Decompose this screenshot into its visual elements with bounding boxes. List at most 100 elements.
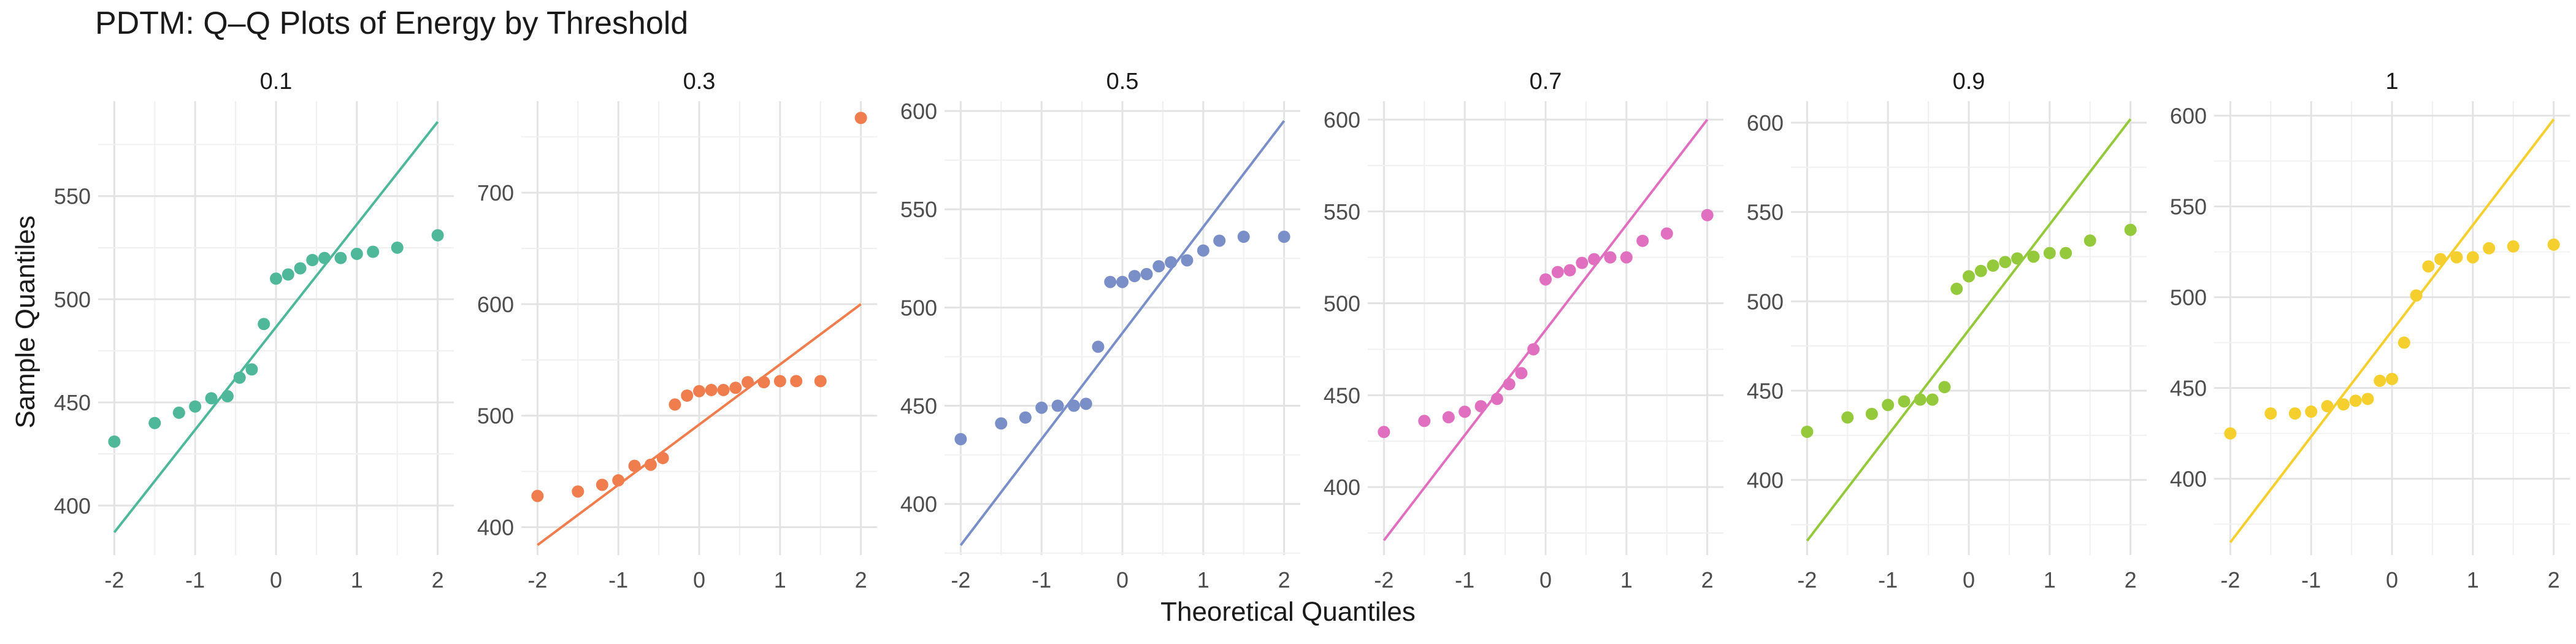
qq-point [729, 381, 742, 394]
x-tick-label: -2 [1374, 567, 1393, 592]
y-tick-label: 550 [900, 197, 937, 222]
qq-point [1378, 426, 1390, 439]
qq-point [189, 400, 202, 413]
y-tick-label: 600 [477, 292, 514, 317]
qq-point [2386, 372, 2398, 385]
qq-reference-line [537, 303, 862, 546]
qq-reference-line [1806, 118, 2132, 542]
qq-point [1882, 399, 1895, 412]
qq-point [1213, 234, 1226, 247]
qq-point [1503, 378, 1516, 391]
x-tick-label: 2 [1701, 567, 1714, 592]
qq-point [2011, 252, 2024, 265]
qq-point [531, 489, 544, 502]
x-tick-label: 1 [2467, 567, 2479, 592]
qq-point [245, 363, 258, 376]
x-tick-label: 1 [351, 567, 363, 592]
qq-point [2507, 240, 2520, 253]
qq-point [391, 241, 404, 254]
qq-point [1801, 425, 1814, 438]
qq-point [1841, 411, 1854, 424]
x-tick-label: -2 [2220, 567, 2240, 592]
panel-strip-label: 0.1 [260, 69, 293, 94]
panel-strip-label: 0.3 [683, 69, 716, 94]
qq-point [2288, 407, 2301, 420]
y-tick-label: 500 [900, 295, 937, 320]
qq-point [2361, 393, 2374, 405]
y-tick-label: 400 [900, 492, 937, 517]
qq-point [367, 245, 380, 258]
y-tick-label: 600 [1747, 110, 1784, 136]
panel-strip-label: 0.5 [1106, 69, 1139, 94]
qq-point [1938, 381, 1951, 394]
qq-point [1442, 411, 1455, 424]
y-tick-label: 450 [1747, 378, 1784, 404]
qq-point [306, 254, 319, 266]
qq-point [572, 485, 585, 498]
qq-point [148, 416, 161, 429]
qq-point [1576, 256, 1589, 269]
qq-point [1898, 395, 1911, 408]
x-tick-label: 0 [1963, 567, 1975, 592]
qq-point [1551, 266, 1564, 278]
qq-point [995, 417, 1008, 430]
x-tick-label: 0 [693, 567, 705, 592]
x-tick-label: -1 [608, 567, 628, 592]
y-tick-label: 400 [54, 493, 91, 518]
y-tick-label: 450 [2170, 376, 2207, 401]
x-tick-label: 1 [1197, 567, 1209, 592]
qq-point [2083, 234, 2096, 247]
qq-point [1515, 367, 1528, 380]
x-tick-label: -1 [1455, 567, 1474, 592]
qq-point [233, 371, 246, 384]
x-tick-label: -1 [1878, 567, 1898, 592]
qq-reference-line [959, 120, 1286, 546]
qq-point [2027, 250, 2040, 263]
y-tick-label: 450 [54, 390, 91, 415]
x-tick-label: -1 [1032, 567, 1051, 592]
qq-point [954, 432, 967, 445]
y-tick-label: 600 [1324, 107, 1360, 132]
x-tick-label: 2 [432, 567, 444, 592]
qq-point [1116, 275, 1129, 288]
x-tick-label: -2 [527, 567, 547, 592]
qq-point [1092, 340, 1105, 353]
qq-point [108, 435, 121, 448]
y-tick-label: 500 [1747, 289, 1784, 314]
qq-point [2305, 405, 2318, 418]
y-tick-label: 500 [477, 404, 514, 429]
qq-point [1459, 405, 1471, 418]
y-tick-label: 550 [1747, 200, 1784, 225]
qq-point [644, 458, 657, 471]
qq-point [1999, 256, 2012, 269]
qq-point [1963, 270, 1975, 283]
qq-point [1974, 264, 1987, 277]
x-tick-label: -1 [2301, 567, 2321, 592]
y-tick-label: 550 [1324, 199, 1360, 224]
qq-point [1104, 275, 1117, 288]
qq-point [854, 112, 867, 125]
y-tick-label: 400 [477, 515, 514, 540]
chart-title: PDTM: Q–Q Plots of Energy by Threshold [95, 6, 689, 41]
x-tick-label: 0 [270, 567, 282, 592]
qq-point [1418, 415, 1431, 427]
x-tick-label: 0 [1539, 567, 1552, 592]
y-tick-label: 550 [2170, 194, 2207, 220]
qq-point [1865, 407, 1878, 420]
qq-point [2264, 407, 2277, 420]
qq-point [2547, 238, 2560, 251]
qq-point [1490, 393, 1503, 405]
x-tick-label: 1 [774, 567, 786, 592]
qq-point [1474, 400, 1487, 413]
qq-point [790, 375, 803, 388]
qq-point [1140, 267, 1153, 280]
panel-strip-label: 0.9 [1953, 69, 1985, 94]
qq-point [258, 318, 270, 331]
qq-point [2043, 247, 2056, 259]
qq-point [205, 392, 218, 405]
x-tick-label: 0 [2386, 567, 2398, 592]
qq-point [334, 251, 347, 264]
qq-point [1152, 260, 1165, 273]
x-tick-label: 0 [1116, 567, 1129, 592]
